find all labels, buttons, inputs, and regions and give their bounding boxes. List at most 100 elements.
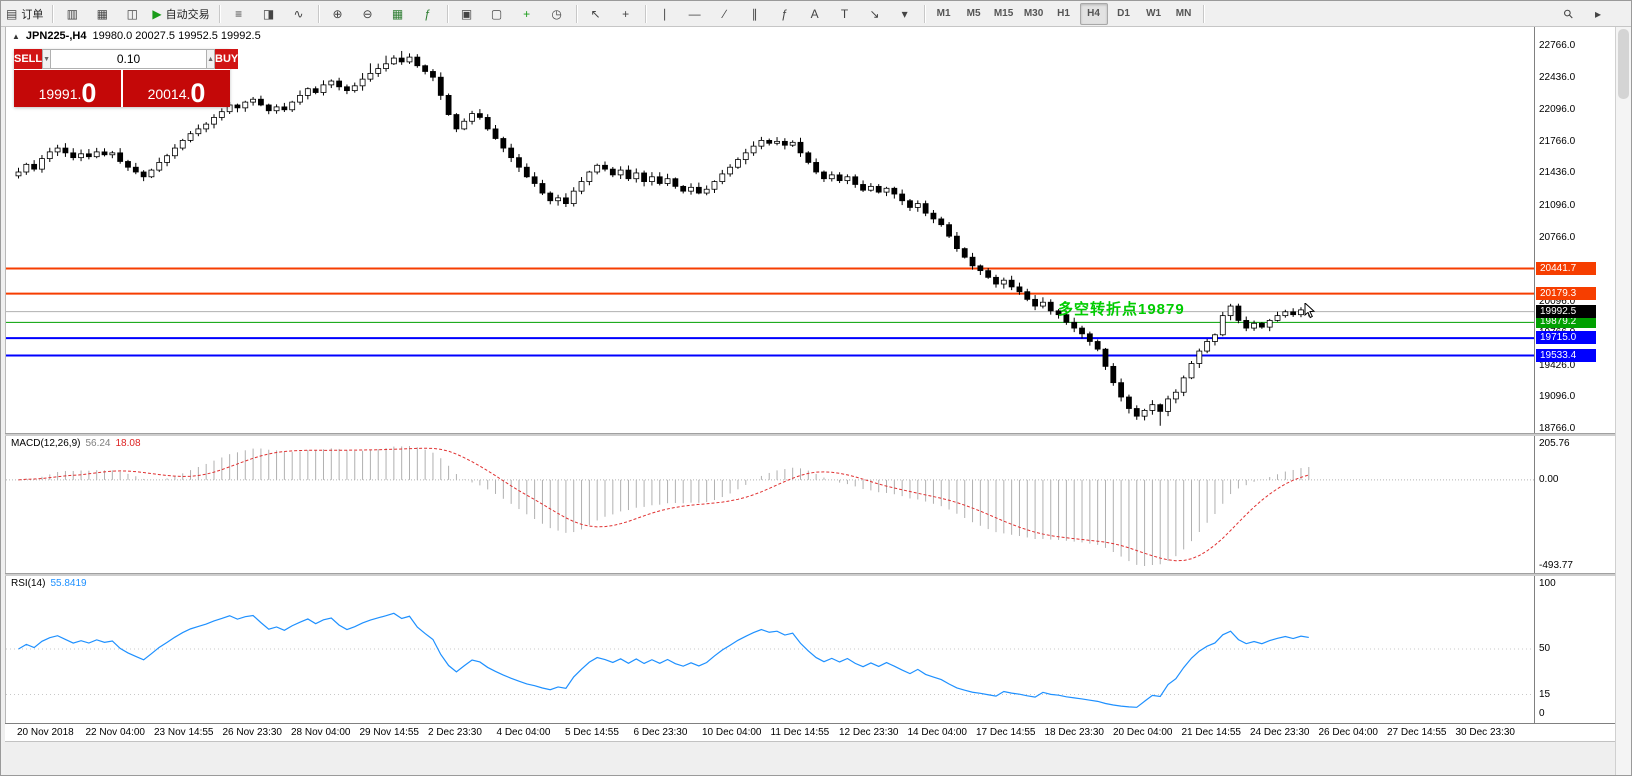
text-label-button[interactable]: T	[831, 3, 859, 25]
text-icon: A	[810, 6, 819, 21]
vertical-line-button[interactable]: ∣	[651, 3, 679, 25]
zoom-out-icon: ⊖	[362, 6, 373, 21]
toolbar-separator	[218, 4, 220, 23]
price-tag: 20179.3	[1536, 286, 1596, 300]
text-button[interactable]: A	[801, 3, 829, 25]
rsi-plot-area[interactable]: RSI(14) 55.8419	[5, 576, 1534, 723]
rsi-chart-svg	[6, 612, 1534, 708]
timeframe-m1-button[interactable]: M1	[930, 3, 958, 25]
macd-axis: 205.76 0.00 -493.77	[1534, 436, 1616, 573]
price-axis-label: 18766.0	[1539, 423, 1576, 434]
profiles-icon: ▦	[96, 6, 109, 21]
equidistant-channel-icon: ∥	[751, 6, 758, 21]
horizontal-line-button[interactable]: ―	[681, 3, 709, 25]
profiles-button[interactable]: ▦	[88, 3, 116, 25]
quick-nav-button[interactable]: ▸	[1584, 3, 1612, 25]
timeframe-d1-button[interactable]: D1	[1110, 3, 1138, 25]
price-axis: 22766.0 22436.0 22096.0 21766.0 21436.0 21096…	[1534, 27, 1616, 434]
macd-chart-svg	[6, 445, 1534, 566]
timeframe-mn-button[interactable]: MN	[1170, 3, 1198, 25]
time-axis-label: 17 Dec 14:55	[976, 727, 1036, 738]
chart-bars-button[interactable]: ≡	[225, 3, 253, 25]
time-axis-label: 27 Dec 14:55	[1387, 727, 1447, 738]
vertical-line-icon: ∣	[661, 6, 668, 21]
time-axis-label: 28 Nov 04:00	[291, 727, 351, 738]
indicators-icon: ƒ	[424, 6, 431, 21]
timeframe-m15-button[interactable]: M15	[990, 3, 1018, 25]
scrollbar-thumb[interactable]	[1618, 29, 1629, 99]
equidistant-channel-button[interactable]: ∥	[741, 3, 769, 25]
panel-splitter[interactable]	[5, 433, 1616, 436]
time-axis-label: 6 Dec 23:30	[633, 727, 688, 738]
rsi-axis: 100 50 15 0	[1534, 576, 1616, 723]
tile-windows-icon: ▣	[460, 6, 473, 21]
chart-plot-area[interactable]: ▲ JPN225-,H4 19980.0 20027.5 19952.5 199…	[5, 27, 1534, 433]
search-button[interactable]: ⚲	[1554, 3, 1582, 25]
buy-price-box[interactable]: 20014. 0	[123, 70, 230, 107]
autotrading-button[interactable]: ▶ 自动交易	[148, 3, 213, 25]
timeframe-m5-label: M5	[966, 8, 981, 19]
chart-bars-icon: ≡	[235, 6, 243, 21]
time-axis-label: 12 Dec 23:30	[839, 727, 899, 738]
timeframe-m5-button[interactable]: M5	[960, 3, 988, 25]
timeframe-m30-label: M30	[1023, 8, 1044, 19]
timeframe-h1-button[interactable]: H1	[1050, 3, 1078, 25]
panel-splitter[interactable]	[5, 573, 1616, 576]
volume-input[interactable]	[51, 49, 207, 69]
arrows-button[interactable]: ↘	[861, 3, 889, 25]
price-axis-label: 22436.0	[1539, 71, 1576, 83]
macd-plot-area[interactable]: MACD(12,26,9) 56.24 18.08	[5, 436, 1534, 573]
quick-nav-icon: ▸	[1594, 6, 1602, 21]
sell-price-box[interactable]: 19991. 0	[14, 70, 121, 107]
toolbar-separator	[923, 4, 925, 23]
crosshair-button[interactable]: +	[612, 3, 640, 25]
price-axis-label: 22766.0	[1539, 40, 1576, 51]
new-chart-button[interactable]: ▥	[58, 3, 86, 25]
grid-button[interactable]: ▦	[384, 3, 412, 25]
macd-axis-label: 205.76	[1539, 438, 1570, 449]
new-window-button[interactable]: +	[513, 3, 541, 25]
trendline-icon: ∕	[723, 6, 726, 21]
chart-candles-button[interactable]: ◨	[255, 3, 283, 25]
fibonacci-button[interactable]: ƒ	[771, 3, 799, 25]
clock-button[interactable]: ◷	[543, 3, 571, 25]
chart-candles-icon: ◨	[262, 6, 275, 21]
tile-windows-button[interactable]: ▣	[453, 3, 481, 25]
arrows-dropdown-button[interactable]: ▾	[891, 3, 919, 25]
timeframe-h4-button[interactable]: H4	[1079, 2, 1108, 25]
macd-signal-value: 18.08	[115, 438, 141, 449]
sell-button[interactable]: SELL	[14, 49, 43, 69]
price-axis-label: 19096.0	[1539, 391, 1576, 403]
price-panel: ▲ JPN225-,H4 19980.0 20027.5 19952.5 199…	[5, 27, 1616, 434]
timeframe-d1-label: D1	[1117, 8, 1130, 19]
rsi-axis-label: 100	[1539, 578, 1556, 589]
trendline-button[interactable]: ∕	[711, 3, 739, 25]
volume-dropdown-icon[interactable]: ▼	[42, 49, 52, 69]
time-axis-label: 20 Dec 04:00	[1113, 727, 1173, 738]
timeframe-w1-button[interactable]: W1	[1140, 3, 1168, 25]
market-watch-button[interactable]: ◫	[118, 3, 146, 25]
indicators-button[interactable]: ƒ	[414, 3, 442, 25]
timeframe-m30-button[interactable]: M30	[1020, 3, 1048, 25]
cursor-button[interactable]: ↖	[582, 3, 610, 25]
zoom-in-button[interactable]: ⊕	[324, 3, 352, 25]
cascade-windows-button[interactable]: ▢	[483, 3, 511, 25]
new-window-icon: +	[523, 6, 531, 21]
vertical-scrollbar[interactable]	[1615, 27, 1631, 775]
cascade-windows-icon: ▢	[490, 6, 503, 21]
volume-up-icon[interactable]: ▲	[206, 49, 215, 69]
new-order-button[interactable]: ▤ 订单	[2, 3, 47, 25]
time-axis-label: 26 Dec 04:00	[1318, 727, 1379, 738]
toolbar-separator	[644, 4, 646, 23]
buy-button[interactable]: BUY	[215, 49, 239, 69]
grid-icon: ▦	[391, 6, 404, 21]
zoom-out-button[interactable]: ⊖	[354, 3, 382, 25]
time-axis-label: 18 Dec 23:30	[1044, 727, 1105, 738]
toolbar-separator	[446, 4, 448, 23]
time-axis-label: 23 Nov 14:55	[154, 727, 214, 738]
toolbar: ▤ 订单 ▥ ▦ ◫ ▶ 自动交易 ≡ ◨ ∿ ⊕ ⊖ ▦ ƒ ▣ ▢ + ◷ ↖ + ∣ ― ∕ ∥ ƒ A T ↘ ▾ M1 M5 M15…	[1, 1, 1631, 27]
chart-line-button[interactable]: ∿	[285, 3, 313, 25]
horizontal-line-icon: ―	[688, 6, 701, 21]
toolbar-separator	[52, 4, 54, 23]
rsi-panel: RSI(14) 55.8419 100 50 15 0	[5, 576, 1616, 723]
